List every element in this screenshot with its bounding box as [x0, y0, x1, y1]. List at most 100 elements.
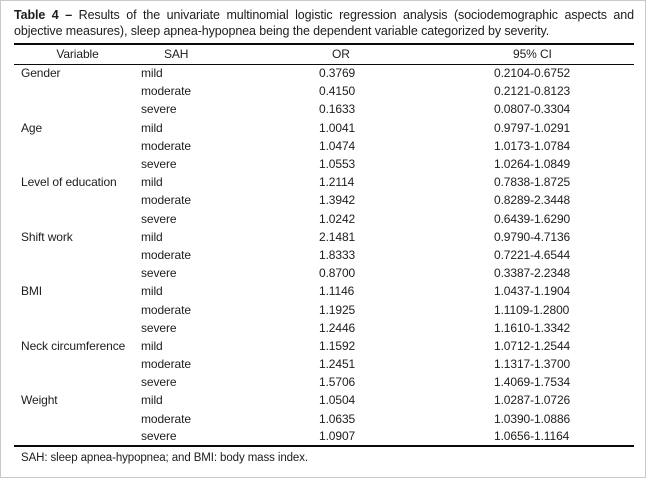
table-caption-label: Table 4 – [14, 8, 73, 22]
column-header-or: OR [306, 43, 486, 65]
variable-cell [14, 373, 141, 391]
ci-cell: 1.0390-1.0886 [494, 411, 571, 426]
ci-cell: 0.2104-0.6752 [494, 66, 571, 81]
or-cell: 0.4150 [319, 84, 356, 99]
table-caption: Table 4 – Results of the univariate mult… [14, 7, 634, 39]
ci-cell: 0.9797-1.0291 [494, 120, 571, 135]
sah-cell: mild [141, 393, 163, 408]
variable-cell [14, 155, 141, 173]
sah-cell: mild [141, 175, 163, 190]
table-row: severe 1.0553 1.0264-1.0849 [14, 155, 634, 173]
variable-cell: Weight [21, 393, 58, 408]
or-cell: 1.0242 [319, 211, 356, 226]
table-row: Weight mild 1.0504 1.0287-1.0726 [14, 391, 634, 409]
or-cell: 0.3769 [319, 66, 356, 81]
ci-cell: 0.7221-4.6544 [494, 247, 571, 262]
table-row: Gender mild 0.3769 0.2104-0.6752 [14, 64, 634, 82]
table-row: severe 1.5706 1.4069-1.7534 [14, 373, 634, 391]
or-cell: 1.1592 [319, 338, 356, 353]
or-cell: 0.8700 [319, 266, 356, 281]
sah-cell: severe [141, 375, 177, 390]
variable-cell [14, 264, 141, 282]
sah-cell: moderate [141, 138, 191, 153]
table-row: BMI mild 1.1146 1.0437-1.1904 [14, 282, 634, 300]
variable-cell [14, 410, 141, 428]
variable-cell [14, 82, 141, 100]
sah-cell: severe [141, 102, 177, 117]
sah-cell: moderate [141, 84, 191, 99]
sah-cell: mild [141, 120, 163, 135]
variable-cell [14, 137, 141, 155]
ci-cell: 1.0287-1.0726 [494, 393, 571, 408]
ci-cell: 1.0437-1.1904 [494, 284, 571, 299]
variable-cell: Neck circumference [21, 338, 126, 353]
column-header-sah: SAH [141, 43, 306, 65]
or-cell: 0.1633 [319, 102, 356, 117]
ci-cell: 0.8289-2.3448 [494, 193, 571, 208]
table-row: severe 0.1633 0.0807-0.3304 [14, 100, 634, 118]
or-cell: 1.0474 [319, 138, 356, 153]
or-cell: 1.0635 [319, 411, 356, 426]
table-row: severe 1.0242 0.6439-1.6290 [14, 210, 634, 228]
sah-cell: moderate [141, 247, 191, 262]
table-row: moderate 1.1925 1.1109-1.2800 [14, 300, 634, 318]
variable-cell [14, 191, 141, 209]
sah-cell: mild [141, 284, 163, 299]
variable-cell: Level of education [21, 175, 117, 190]
variable-cell [14, 210, 141, 228]
variable-cell [14, 100, 141, 118]
sah-cell: mild [141, 338, 163, 353]
sah-cell: severe [141, 320, 177, 335]
table-row: moderate 0.4150 0.2121-0.8123 [14, 82, 634, 100]
results-table: Variable SAH OR 95% CI Gender mild 0.376… [14, 43, 634, 447]
or-cell: 1.1146 [319, 284, 355, 299]
or-cell: 2.1481 [319, 229, 356, 244]
sah-cell: moderate [141, 193, 191, 208]
variable-cell: Shift work [21, 229, 73, 244]
sah-cell: moderate [141, 357, 191, 372]
table-row: moderate 1.8333 0.7221-4.6544 [14, 246, 634, 264]
sah-cell: severe [141, 211, 177, 226]
ci-cell: 1.1610-1.3342 [494, 320, 571, 335]
or-cell: 1.3942 [319, 193, 356, 208]
ci-cell: 0.0807-0.3304 [494, 102, 571, 117]
ci-cell: 1.0264-1.0849 [494, 157, 571, 172]
ci-cell: 0.6439-1.6290 [494, 211, 571, 226]
sah-cell: moderate [141, 411, 191, 426]
or-cell: 1.0504 [319, 393, 356, 408]
variable-cell [14, 355, 141, 373]
or-cell: 1.0041 [319, 120, 356, 135]
column-header-ci: 95% CI [486, 43, 634, 65]
table-footnote: SAH: sleep apnea-hypopnea; and BMI: body… [21, 451, 308, 464]
or-cell: 1.8333 [319, 247, 356, 262]
or-cell: 1.2451 [319, 357, 356, 372]
ci-cell: 1.0712-1.2544 [494, 338, 571, 353]
table-caption-text: Results of the univariate multinomial lo… [14, 8, 634, 38]
header-row: Variable SAH OR 95% CI [14, 43, 634, 65]
sah-cell: mild [141, 229, 163, 244]
or-cell: 1.0907 [319, 429, 356, 444]
sah-cell: severe [141, 157, 177, 172]
ci-cell: 1.1109-1.2800 [494, 302, 570, 317]
table-row: moderate 1.0474 1.0173-1.0784 [14, 137, 634, 155]
ci-cell: 1.0656-1.1164 [494, 429, 570, 444]
table-row: severe 1.2446 1.1610-1.3342 [14, 319, 634, 337]
sah-cell: mild [141, 66, 163, 81]
sah-cell: moderate [141, 302, 191, 317]
table-row: moderate 1.2451 1.1317-1.3700 [14, 355, 634, 373]
ci-cell: 0.3387-2.2348 [494, 266, 571, 281]
table-row: severe 0.8700 0.3387-2.2348 [14, 264, 634, 282]
or-cell: 1.2446 [319, 320, 356, 335]
table-row: Level of education mild 1.2114 0.7838-1.… [14, 173, 634, 191]
table-row: moderate 1.3942 0.8289-2.3448 [14, 191, 634, 209]
variable-cell: Age [21, 120, 43, 135]
or-cell: 1.2114 [319, 175, 355, 190]
table-row: moderate 1.0635 1.0390-1.0886 [14, 410, 634, 428]
sah-cell: severe [141, 266, 177, 281]
ci-cell: 1.4069-1.7534 [494, 375, 571, 390]
ci-cell: 1.1317-1.3700 [494, 357, 571, 372]
table-row: severe 1.0907 1.0656-1.1164 [14, 428, 634, 446]
table-row: Shift work mild 2.1481 0.9790-4.7136 [14, 228, 634, 246]
or-cell: 1.1925 [319, 302, 356, 317]
